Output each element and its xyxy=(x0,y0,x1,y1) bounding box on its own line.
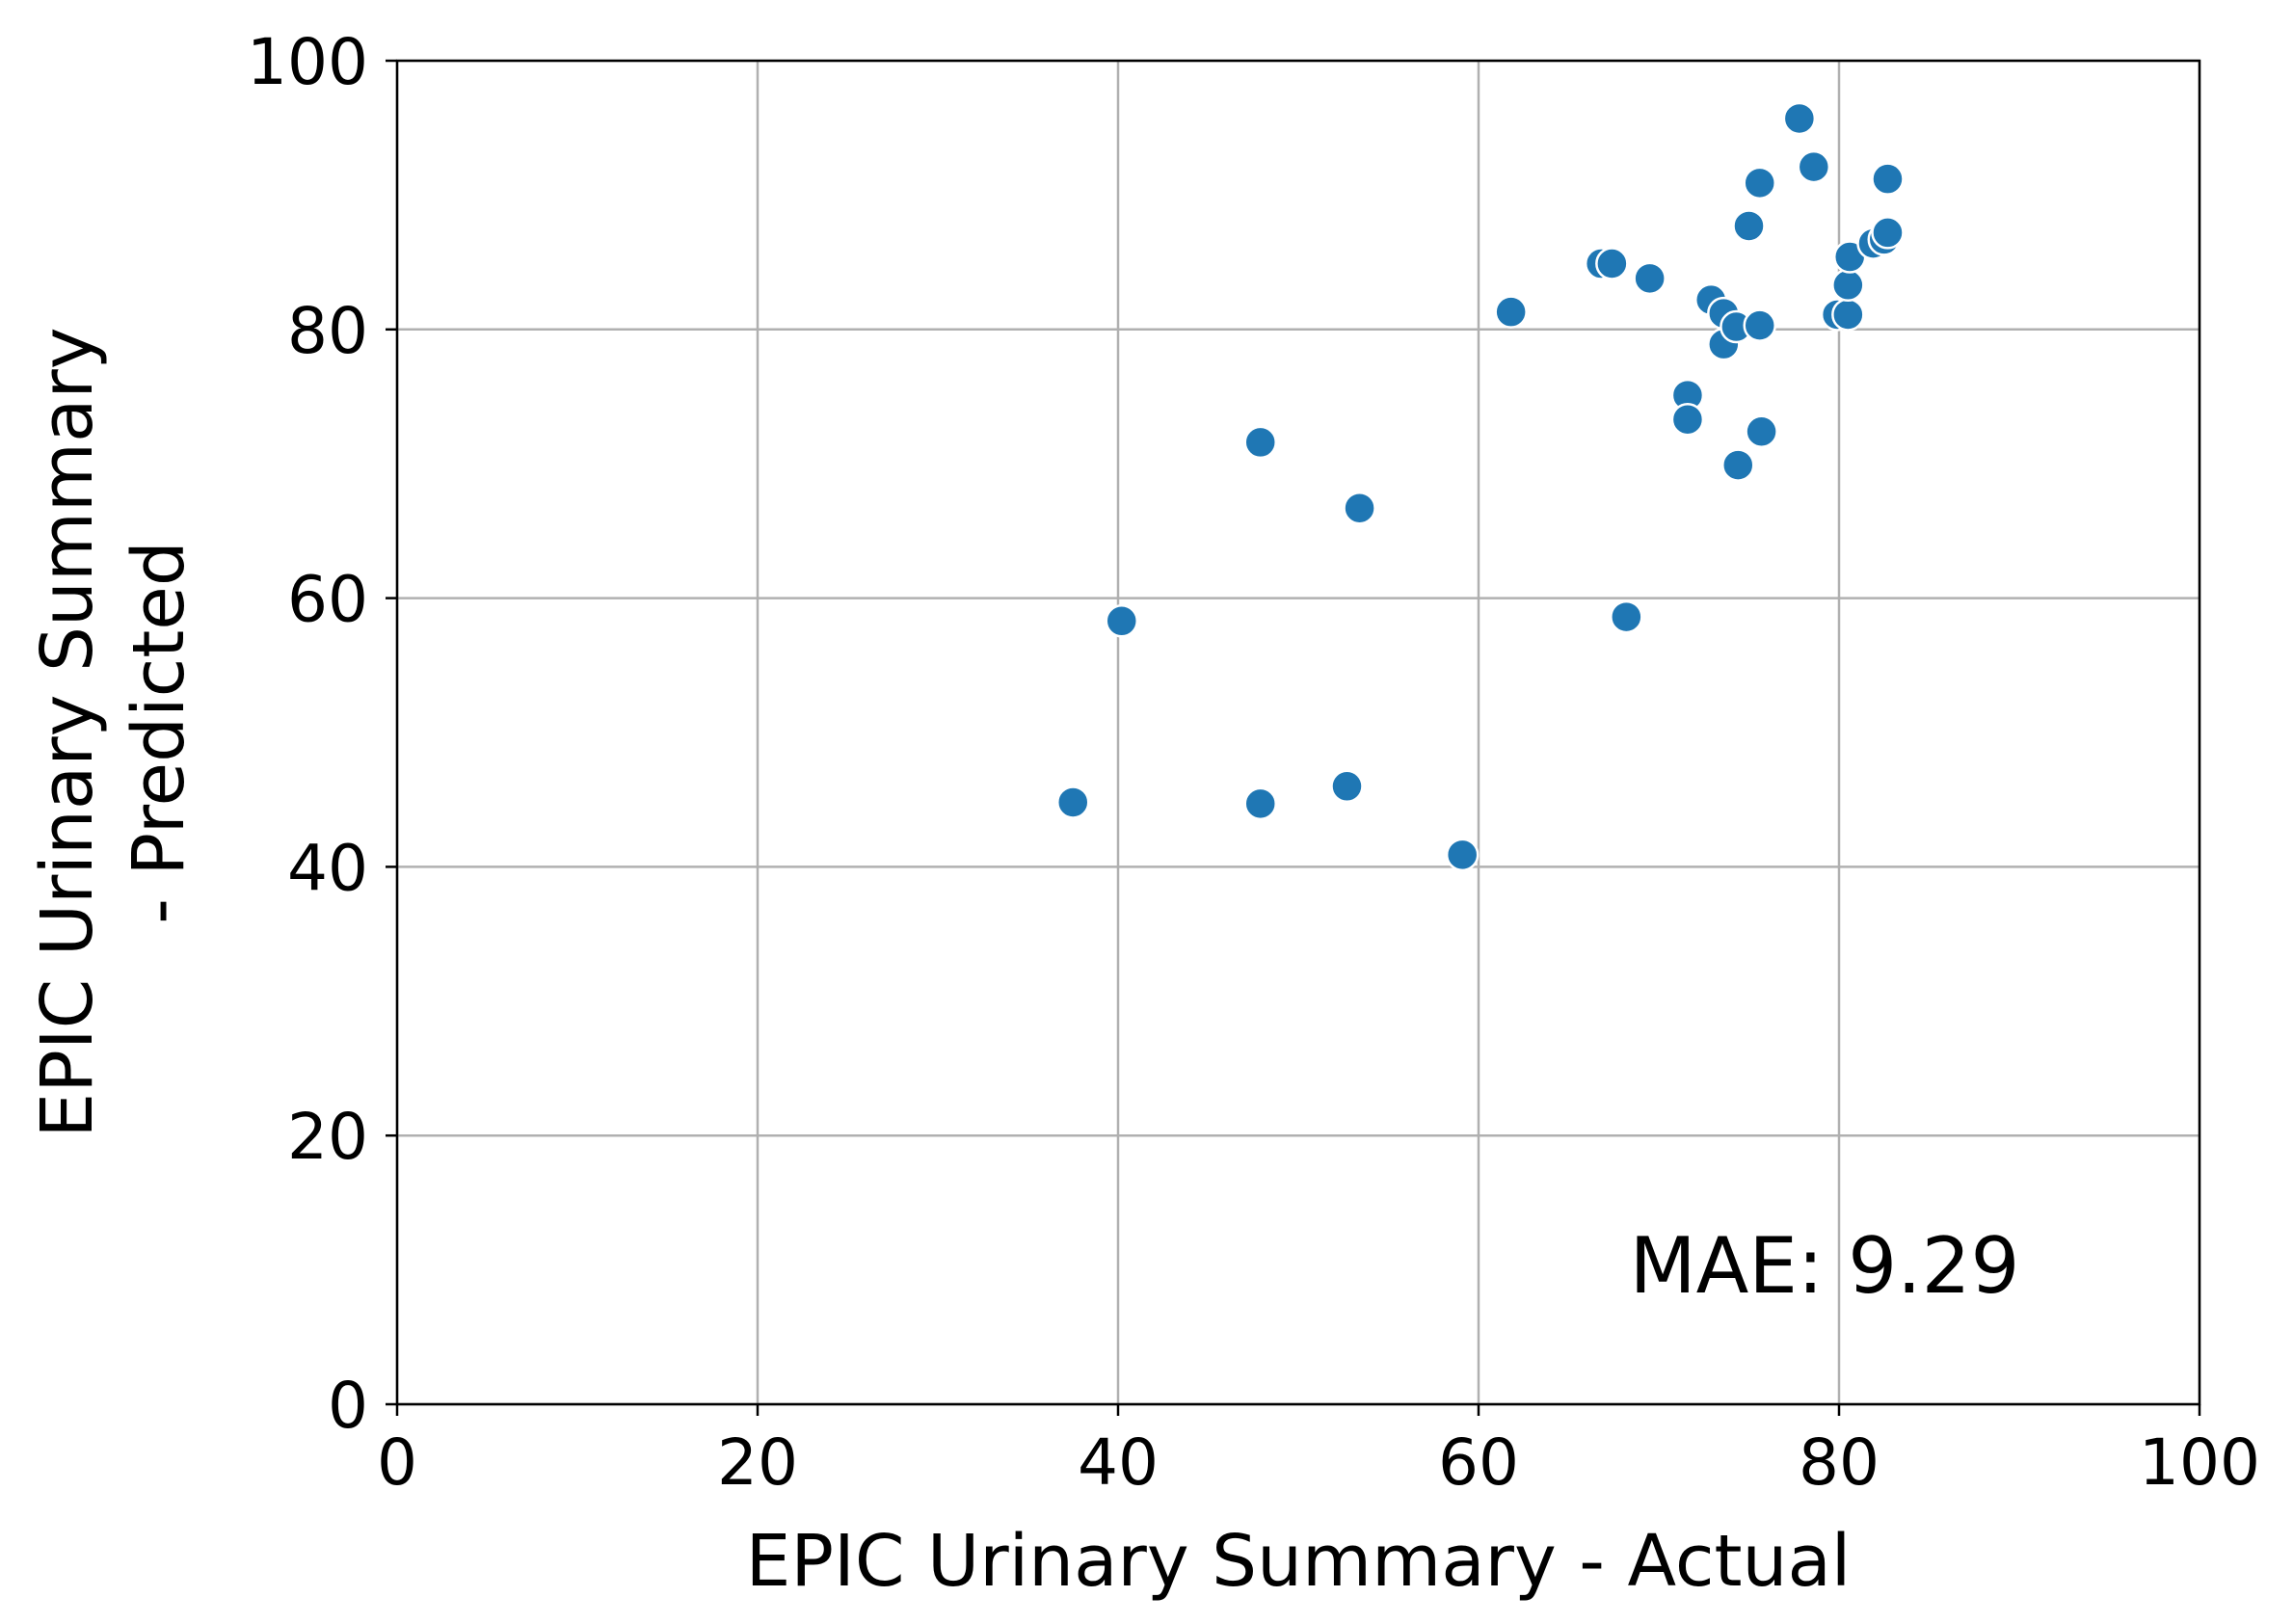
y-tick-label: 0 xyxy=(328,1369,368,1443)
data-point xyxy=(1745,414,1778,448)
data-point xyxy=(1797,149,1831,184)
data-point xyxy=(1743,308,1776,342)
plot-frame xyxy=(395,59,2201,1406)
data-point xyxy=(1670,402,1705,437)
y-axis-label-line-2: - Predicted xyxy=(118,541,200,924)
data-point xyxy=(1721,448,1755,482)
x-axis-label: EPIC Urinary Summary - Actual xyxy=(746,1520,1852,1603)
y-axis-label-line-1: EPIC Urinary Summary xyxy=(26,327,109,1137)
data-point xyxy=(1595,247,1629,280)
data-point xyxy=(1633,261,1666,296)
x-tick-label: 20 xyxy=(717,1425,798,1500)
data-point xyxy=(1330,769,1364,804)
data-point xyxy=(1743,166,1776,200)
grid-lines xyxy=(395,59,2201,1406)
data-point xyxy=(1243,786,1277,821)
data-point xyxy=(1831,298,1865,332)
data-point xyxy=(1105,604,1138,638)
x-tick-label: 40 xyxy=(1078,1425,1159,1500)
y-tick-label: 80 xyxy=(287,294,368,368)
data-point xyxy=(1494,295,1528,329)
x-tick-label: 100 xyxy=(2139,1425,2260,1500)
data-point xyxy=(1871,162,1905,196)
y-tick-label: 100 xyxy=(247,25,368,99)
x-tick-label: 80 xyxy=(1799,1425,1880,1500)
mae-annotation: MAE: 9.29 xyxy=(1630,1221,2020,1311)
data-point xyxy=(1243,425,1277,460)
data-point xyxy=(1782,101,1817,136)
y-tick-label: 20 xyxy=(287,1100,368,1174)
data-point xyxy=(1871,216,1905,250)
data-point xyxy=(1056,785,1090,819)
y-tick-label: 40 xyxy=(287,831,368,905)
data-point xyxy=(1445,838,1480,872)
x-axis-ticks: 0 20 40 60 80 100 xyxy=(377,1404,2260,1500)
data-points xyxy=(1056,101,1905,872)
data-point xyxy=(1343,491,1376,525)
data-point xyxy=(1831,268,1865,303)
y-axis-label: EPIC Urinary Summary - Predicted xyxy=(26,327,200,1137)
data-point xyxy=(1732,209,1766,243)
data-point xyxy=(1610,599,1643,634)
x-tick-label: 60 xyxy=(1438,1425,1519,1500)
y-tick-label: 60 xyxy=(287,563,368,637)
y-axis-ticks: 0 20 40 60 80 100 xyxy=(247,25,397,1443)
x-tick-label: 0 xyxy=(377,1425,417,1500)
